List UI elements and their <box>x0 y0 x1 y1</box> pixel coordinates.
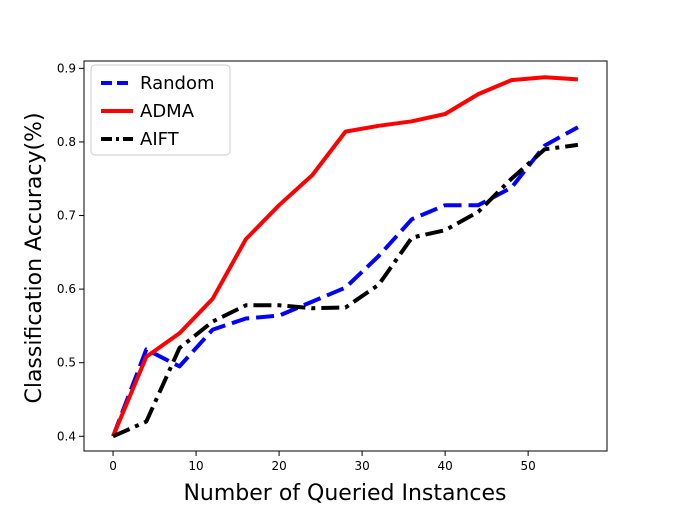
x-tick-label: 20 <box>271 459 286 473</box>
legend-box <box>90 64 231 156</box>
plot-lines <box>111 75 579 439</box>
y-axis-label: Classification Accuracy(%) <box>22 112 47 403</box>
legend-label-adma: ADMA <box>140 101 195 122</box>
y-tick-label: 0.7 <box>57 209 76 223</box>
y-tick-label: 0.9 <box>57 61 76 75</box>
x-axis-label: Number of Queried Instances <box>183 481 506 506</box>
x-tick-label: 40 <box>437 459 452 473</box>
x-tick-label: 10 <box>188 459 203 473</box>
legend: Random ADMA AIFT <box>90 64 231 156</box>
series-line-aift <box>112 142 579 439</box>
x-tick-label: 50 <box>520 459 535 473</box>
y-axis-ticks: 0.4 0.5 0.6 0.7 0.8 0.9 <box>57 61 84 443</box>
x-tick-label: 30 <box>354 459 369 473</box>
x-tick-label: 0 <box>109 459 117 473</box>
y-tick-label: 0.6 <box>57 282 76 296</box>
series-line-adma <box>111 75 579 438</box>
series-line-random <box>111 125 579 438</box>
y-tick-label: 0.8 <box>57 135 76 149</box>
legend-label-random: Random <box>140 73 215 94</box>
x-axis-ticks: 0 10 20 30 40 50 <box>109 451 536 473</box>
y-tick-label: 0.5 <box>57 356 76 370</box>
y-tick-label: 0.4 <box>57 429 76 443</box>
plot-frame <box>83 60 608 452</box>
legend-label-aift: AIFT <box>140 129 180 150</box>
